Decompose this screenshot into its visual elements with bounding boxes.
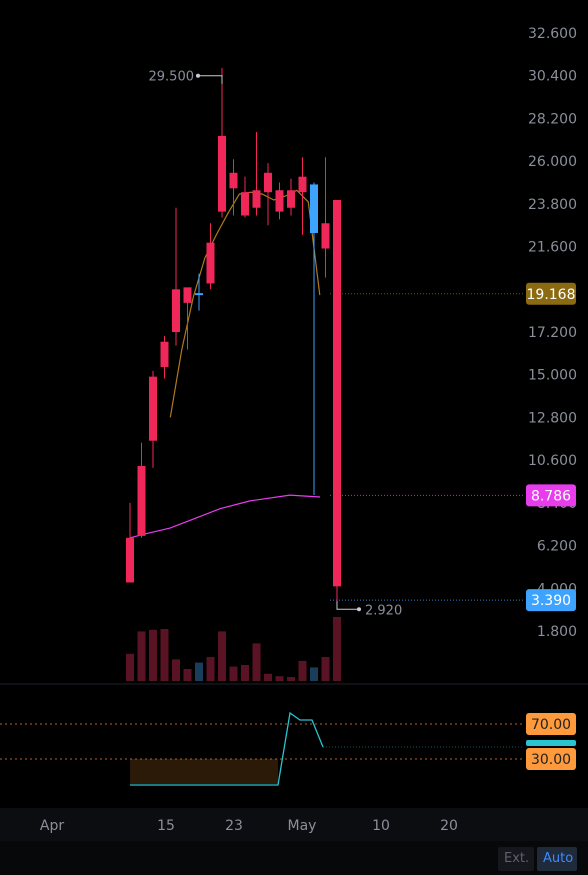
- rsi-level-text: 70.00: [531, 717, 571, 733]
- volume-bar: [252, 643, 261, 681]
- volume-bar: [333, 617, 341, 681]
- footer-bar: [0, 841, 588, 875]
- candle-body: [137, 465, 146, 536]
- rsi-current-badge: [526, 740, 576, 746]
- rsi-level-text: 30.00: [531, 752, 571, 768]
- volume-bar: [298, 661, 307, 681]
- volume-bar: [126, 653, 134, 681]
- rsi-oversold-fill: [130, 759, 278, 784]
- candle-body: [298, 176, 307, 193]
- candle-body: [149, 376, 157, 441]
- time-tick-label: May: [288, 818, 317, 834]
- price-label-text: 3.390: [531, 593, 571, 609]
- candle-body: [310, 184, 318, 233]
- volume-bar: [229, 666, 238, 681]
- high-marker-dot: [196, 73, 200, 78]
- time-tick-label: Apr: [40, 818, 64, 834]
- time-tick-label: 15: [157, 818, 175, 834]
- candle-body: [241, 192, 249, 216]
- price-tick-label: 1.800: [537, 624, 577, 640]
- price-tick-label: 28.200: [528, 111, 577, 127]
- volume-bar: [172, 659, 180, 681]
- candle-body: [333, 199, 341, 587]
- time-tick-label: 10: [372, 818, 390, 834]
- time-tick-label: 20: [440, 818, 458, 834]
- short-ma-line: [169, 189, 321, 418]
- candle-body: [264, 172, 272, 193]
- candle-body: [183, 287, 192, 303]
- volume-bar: [287, 677, 295, 681]
- price-tick-label: 10.600: [528, 453, 577, 469]
- price-label-badge: [526, 589, 576, 612]
- low-marker-dot: [357, 607, 361, 612]
- volume-bar: [241, 665, 249, 681]
- price-tick-label: 32.600: [528, 26, 577, 42]
- volume-bar: [206, 657, 215, 681]
- candle-body: [252, 190, 261, 208]
- price-tick-label: 30.400: [528, 69, 577, 85]
- volume-bar: [183, 669, 192, 681]
- candle-body: [229, 172, 238, 189]
- volume-bar: [195, 662, 203, 681]
- candle-body: [160, 341, 169, 367]
- volume-bar: [321, 657, 330, 681]
- rsi-level-badge: [526, 713, 576, 735]
- rsi-level-badge: [526, 748, 576, 770]
- price-label-text: 8.786: [531, 488, 571, 504]
- volume-bar: [310, 667, 318, 681]
- high-marker-label: 29.500: [149, 70, 195, 85]
- price-label-badge: [526, 282, 576, 305]
- candle-body: [321, 223, 330, 249]
- volume-bar: [218, 631, 226, 681]
- price-label-badge: [526, 484, 576, 507]
- price-label-text: 19.168: [527, 287, 576, 303]
- price-tick-label: 23.800: [528, 197, 577, 213]
- volume-bar: [160, 629, 169, 681]
- candle-body: [287, 190, 295, 208]
- candle-body: [275, 190, 284, 212]
- candle-body: [126, 537, 134, 583]
- price-tick-label: 15.000: [528, 368, 577, 384]
- volume-bar: [275, 676, 284, 681]
- low-marker-line: [336, 601, 359, 610]
- high-marker-line: [198, 75, 223, 84]
- candle-body: [218, 135, 226, 212]
- price-tick-label: 26.000: [528, 154, 577, 170]
- time-axis-bar: [0, 808, 588, 841]
- price-tick-label: 6.200: [537, 539, 577, 555]
- time-tick-label: 23: [225, 818, 243, 834]
- candle-body: [206, 242, 215, 284]
- volume-bar: [264, 673, 272, 681]
- candle-body: [172, 289, 180, 332]
- volume-bar: [149, 629, 157, 681]
- long-ma-line: [129, 494, 321, 539]
- volume-bar: [137, 631, 146, 681]
- price-tick-label: 17.200: [528, 325, 577, 341]
- rsi-line: [130, 711, 324, 786]
- price-tick-label: 21.600: [528, 240, 577, 256]
- auto-button[interactable]: Auto: [537, 847, 577, 871]
- ext-button[interactable]: Ext.: [498, 847, 534, 871]
- price-tick-label: 12.800: [528, 410, 577, 426]
- candle-body: [195, 293, 203, 296]
- low-marker-label: 2.920: [365, 603, 402, 618]
